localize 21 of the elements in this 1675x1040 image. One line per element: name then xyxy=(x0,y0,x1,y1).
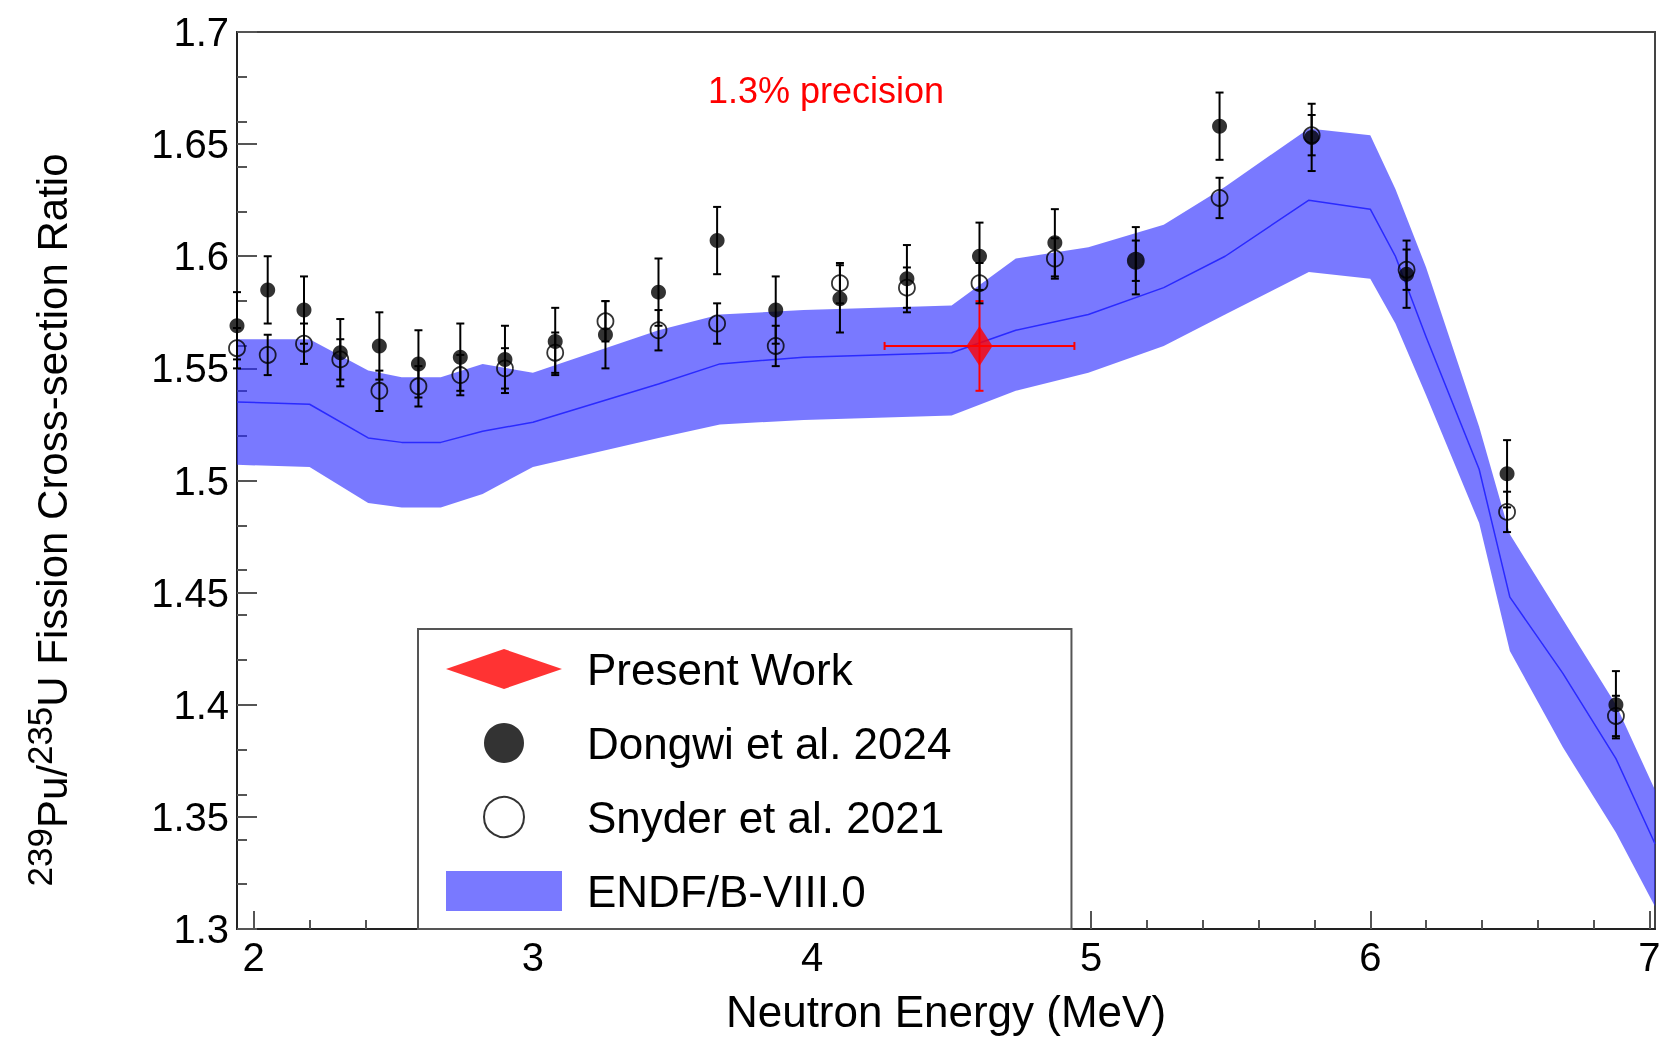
x-tick-label: 4 xyxy=(800,935,824,979)
x-tick-label: 6 xyxy=(1359,935,1382,979)
x-tick-label: 3 xyxy=(521,935,545,979)
legend-label: Snyder et al. 2021 xyxy=(587,792,945,842)
legend-label: Dongwi et al. 2024 xyxy=(587,718,952,768)
y-tick-label: 1.3 xyxy=(173,907,229,951)
y-tick-label: 1.45 xyxy=(151,570,229,615)
x-tick-label: 2 xyxy=(242,935,265,979)
y-tick-label: 1.5 xyxy=(173,458,229,503)
y-tick-label: 1.65 xyxy=(151,122,229,167)
annotation: 1.3% precision xyxy=(708,69,945,111)
legend-label: Present Work xyxy=(587,644,854,694)
y-tick-label: 1.6 xyxy=(173,234,229,279)
y-tick-label: 1.35 xyxy=(151,794,229,839)
y-tick-label: 1.4 xyxy=(173,682,229,727)
y-tick-label: 1.55 xyxy=(151,346,229,391)
x-tick-label: 5 xyxy=(1080,935,1103,979)
x-axis-title: Neutron Energy (MeV) xyxy=(725,986,1167,1036)
legend-label: ENDF/B-VIII.0 xyxy=(587,866,866,916)
x-tick-label: 7 xyxy=(1638,935,1661,979)
y-tick-label: 1.7 xyxy=(173,10,229,54)
